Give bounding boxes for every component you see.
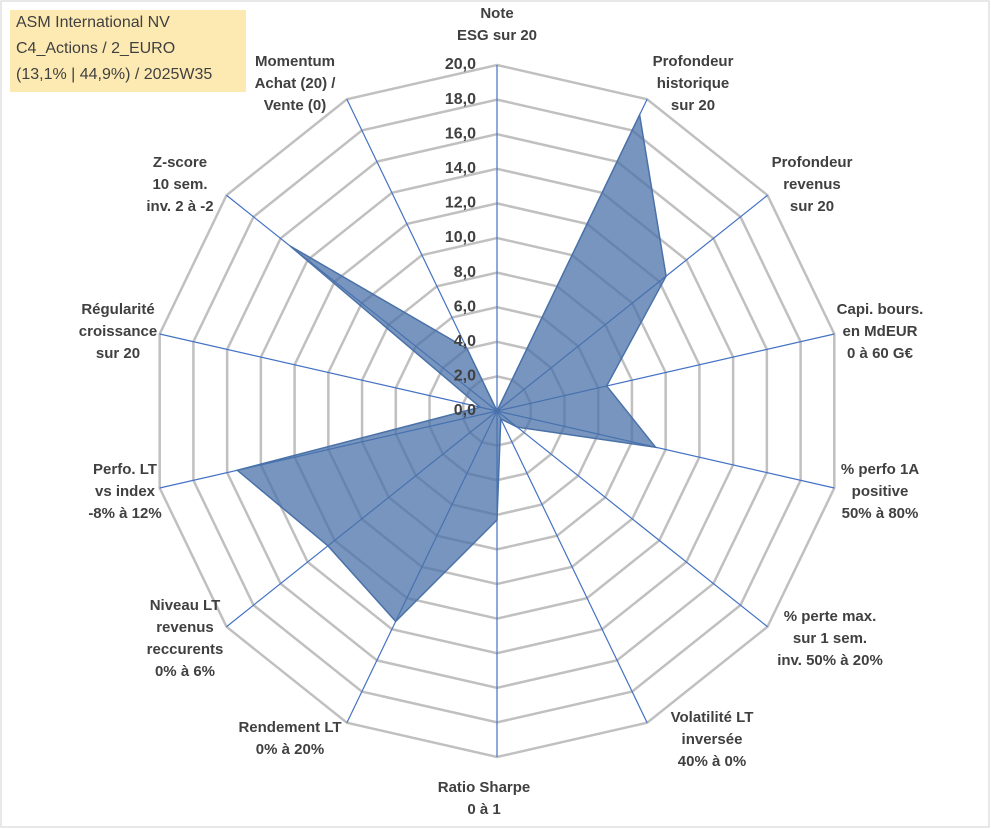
axis-label: 0% à 6% (155, 663, 215, 680)
axis-label: 10 sem. (152, 176, 207, 193)
axis-label: sur 20 (96, 345, 140, 362)
axis-label: inv. 50% à 20% (777, 652, 883, 669)
r-tick-label: 6,0 (454, 298, 476, 315)
spoke (496, 410, 648, 723)
axis-label: croissance (79, 323, 157, 340)
title-line: (13,1% | 44,9%) / 2025W35 (16, 66, 213, 83)
axis-label: Profondeur (772, 154, 853, 171)
axis-label: % perfo 1A (841, 461, 920, 478)
title-line: ASM International NV (16, 14, 170, 31)
axis-label: Perfo. LT (93, 461, 157, 478)
r-tick-label: 12,0 (445, 195, 476, 212)
axis-label: -8% à 12% (88, 505, 161, 522)
axis-label: sur 1 sem. (793, 630, 867, 647)
axis-label: Capi. bours. (837, 301, 924, 318)
axis-label: 50% à 80% (842, 505, 919, 522)
axis-label: 0% à 20% (256, 741, 324, 758)
axis-label: Ratio Sharpe (438, 779, 531, 796)
spoke (496, 410, 768, 628)
axis-label: vs index (95, 483, 156, 500)
r-tick-label: 16,0 (445, 125, 476, 142)
r-tick-label: 0,0 (454, 402, 476, 419)
axis-label: % perte max. (784, 608, 877, 625)
r-tick-label: 8,0 (454, 264, 476, 281)
axis-label: Régularité (81, 301, 154, 318)
axis-label: Z-score (153, 154, 207, 171)
axis-label: inv. 2 à -2 (146, 198, 213, 215)
axis-label: Rendement LT (238, 719, 341, 736)
axis-label: 0 à 1 (467, 801, 500, 818)
title-line: C4_Actions / 2_EURO (16, 40, 176, 57)
axis-label: Niveau LT (150, 597, 221, 614)
axis-label: ESG sur 20 (457, 27, 537, 44)
radar-area (235, 112, 667, 623)
r-tick-label: 14,0 (445, 160, 476, 177)
axis-label: inversée (682, 731, 743, 748)
axis-label: Vente (0) (264, 97, 327, 114)
axis-label: reccurents (147, 641, 224, 658)
axis-label: Volatilité LT (671, 709, 754, 726)
axis-label: sur 20 (790, 198, 834, 215)
axis-label: Momentum (255, 53, 335, 70)
r-tick-label: 20,0 (445, 56, 476, 73)
axis-label: 40% à 0% (678, 753, 746, 770)
axis-label: Achat (20) / (255, 75, 337, 92)
axis-label: positive (852, 483, 909, 500)
title-box: ASM International NV C4_Actions / 2_EURO… (10, 10, 246, 92)
axis-label: 0 à 60 G€ (847, 345, 914, 362)
axis-label: revenus (156, 619, 214, 636)
axis-label: revenus (783, 176, 841, 193)
axis-label: Note (480, 5, 513, 22)
spoke (159, 333, 498, 412)
axis-label: Profondeur (653, 53, 734, 70)
r-tick-label: 4,0 (454, 333, 476, 350)
r-tick-label: 10,0 (445, 229, 476, 246)
r-tick-label: 18,0 (445, 91, 476, 108)
axis-label: sur 20 (671, 97, 715, 114)
axis-label: en MdEUR (843, 323, 918, 340)
axis-label: historique (657, 75, 730, 92)
r-tick-label: 2,0 (454, 368, 476, 385)
